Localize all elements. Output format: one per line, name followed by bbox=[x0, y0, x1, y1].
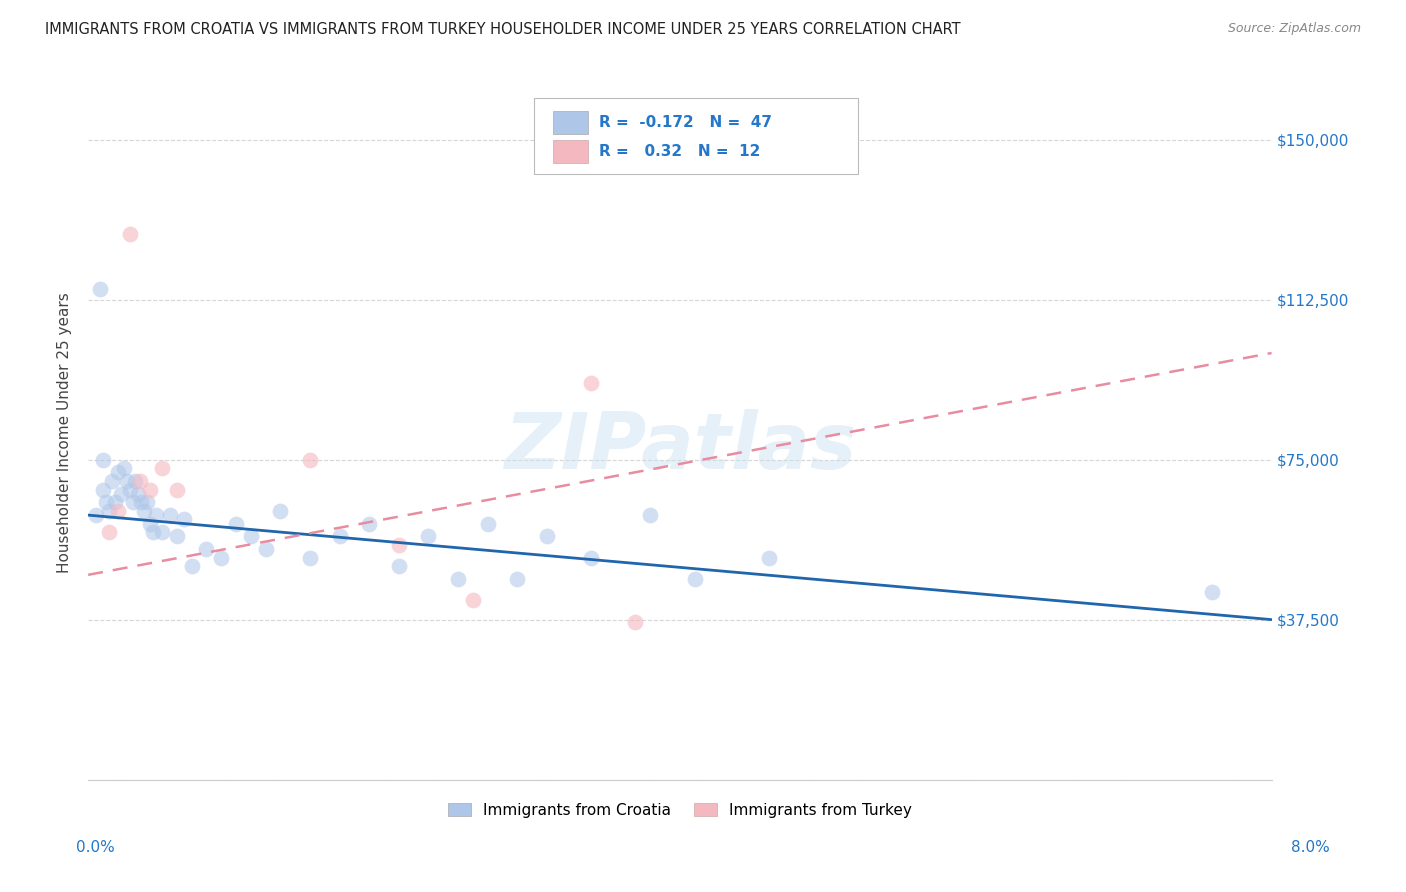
Point bbox=[388, 538, 411, 552]
Point bbox=[101, 474, 124, 488]
Point bbox=[579, 376, 602, 390]
Point bbox=[173, 512, 195, 526]
Point bbox=[97, 504, 120, 518]
Point bbox=[447, 572, 470, 586]
Point bbox=[239, 529, 262, 543]
Point bbox=[142, 525, 165, 540]
Point bbox=[145, 508, 167, 522]
Point bbox=[329, 529, 352, 543]
Point bbox=[139, 483, 162, 497]
Point bbox=[91, 483, 114, 497]
Point bbox=[461, 593, 484, 607]
Point bbox=[121, 495, 143, 509]
Point bbox=[506, 572, 529, 586]
Point bbox=[166, 529, 188, 543]
Point bbox=[107, 466, 129, 480]
Point bbox=[624, 615, 647, 629]
Point bbox=[477, 516, 499, 531]
Point bbox=[195, 542, 218, 557]
Point bbox=[536, 529, 558, 543]
Point bbox=[359, 516, 381, 531]
Text: ZIPatlas: ZIPatlas bbox=[503, 409, 856, 485]
Point bbox=[225, 516, 247, 531]
Point bbox=[683, 572, 706, 586]
Point bbox=[131, 495, 153, 509]
Point bbox=[110, 487, 132, 501]
Point bbox=[579, 550, 602, 565]
Point bbox=[269, 504, 291, 518]
Point bbox=[1201, 585, 1223, 599]
Point bbox=[139, 516, 162, 531]
Point bbox=[418, 529, 440, 543]
Point bbox=[150, 525, 173, 540]
Point bbox=[640, 508, 662, 522]
Y-axis label: Householder Income Under 25 years: Householder Income Under 25 years bbox=[58, 293, 72, 574]
Point bbox=[129, 474, 152, 488]
Text: R =   0.32   N =  12: R = 0.32 N = 12 bbox=[599, 145, 761, 159]
Point bbox=[94, 495, 117, 509]
Point bbox=[127, 487, 149, 501]
Legend: Immigrants from Croatia, Immigrants from Turkey: Immigrants from Croatia, Immigrants from… bbox=[441, 797, 918, 824]
Point bbox=[134, 504, 156, 518]
Point bbox=[115, 474, 138, 488]
Point bbox=[299, 452, 322, 467]
Point bbox=[91, 452, 114, 467]
Point bbox=[299, 550, 322, 565]
Point bbox=[118, 483, 141, 497]
Text: Source: ZipAtlas.com: Source: ZipAtlas.com bbox=[1227, 22, 1361, 36]
Point bbox=[758, 550, 780, 565]
Point bbox=[89, 282, 111, 296]
Point bbox=[150, 461, 173, 475]
Text: 0.0%: 0.0% bbox=[76, 840, 115, 855]
Point bbox=[107, 504, 129, 518]
Point bbox=[124, 474, 146, 488]
Point bbox=[209, 550, 232, 565]
Point bbox=[254, 542, 277, 557]
Text: R =  -0.172   N =  47: R = -0.172 N = 47 bbox=[599, 115, 772, 129]
Point bbox=[112, 461, 135, 475]
Point bbox=[388, 559, 411, 574]
Text: IMMIGRANTS FROM CROATIA VS IMMIGRANTS FROM TURKEY HOUSEHOLDER INCOME UNDER 25 YE: IMMIGRANTS FROM CROATIA VS IMMIGRANTS FR… bbox=[45, 22, 960, 37]
Point bbox=[104, 495, 127, 509]
Point bbox=[118, 227, 141, 241]
Point bbox=[180, 559, 202, 574]
Point bbox=[84, 508, 107, 522]
Point bbox=[159, 508, 181, 522]
Point bbox=[136, 495, 159, 509]
Text: 8.0%: 8.0% bbox=[1291, 840, 1330, 855]
Point bbox=[166, 483, 188, 497]
Point bbox=[97, 525, 120, 540]
